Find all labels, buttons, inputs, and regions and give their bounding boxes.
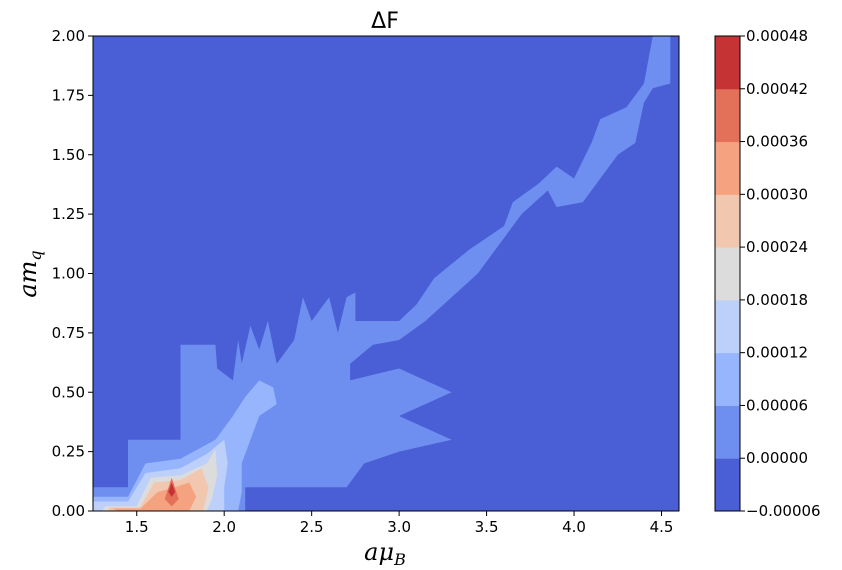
- colorbar: −0.00006 0.00000 0.00006 0.00012 0.00018 0.00…: [714, 27, 821, 520]
- chart-title: ΔF: [371, 9, 399, 34]
- x-axis-label: aμB: [364, 538, 406, 569]
- y-axis: 0.00 0.25 0.50 0.75 1.00 1.25 1.50 1.75 2.00: [52, 27, 93, 520]
- contour-region-level-1: [93, 36, 671, 511]
- x-tick-label: 4.0: [562, 518, 586, 536]
- contour-region-level-8: [168, 482, 176, 497]
- colorbar-frame: [714, 35, 741, 512]
- colorbar-band: [715, 88, 740, 143]
- colorbar-tick-label: 0.00030: [746, 185, 808, 203]
- x-tick-label: 2.0: [212, 518, 236, 536]
- colorbar-band: [715, 458, 740, 512]
- x-tick-label: 1.5: [125, 518, 149, 536]
- colorbar-tick-label: 0.00042: [746, 80, 808, 98]
- y-tick-label: 0.75: [52, 324, 85, 342]
- colorbar-band: [715, 141, 740, 195]
- colorbar-band: [715, 405, 740, 459]
- colorbar-tick-label: 0.00048: [746, 27, 808, 45]
- x-tick-label: 3.5: [475, 518, 499, 536]
- contour-region-level-2: [93, 380, 277, 511]
- plot-area: [92, 35, 680, 512]
- y-tick-label: 1.75: [52, 86, 85, 104]
- y-tick-label: 0.00: [52, 502, 85, 520]
- y-tick-label: 0.25: [52, 443, 85, 461]
- colorbar-tick-label: 0.00012: [746, 344, 808, 362]
- colorbar-band: [715, 247, 740, 301]
- colorbar-tick-label: −0.00006: [746, 502, 821, 520]
- x-tick-label: 3.0: [387, 518, 411, 536]
- y-tick-label: 1.25: [52, 205, 85, 223]
- x-axis: 1.5 2.0 2.5 3.0 3.5 4.0 4.5: [125, 511, 674, 536]
- colorbar-tick-label: 0.00000: [746, 449, 808, 467]
- y-tick-label: 2.00: [52, 27, 85, 45]
- y-tick-label: 1.50: [52, 146, 85, 164]
- colorbar-band: [715, 194, 740, 248]
- colorbar-tick-label: 0.00036: [746, 133, 808, 151]
- y-tick-label: 1.00: [52, 265, 85, 283]
- colorbar-tick-label: 0.00018: [746, 291, 808, 309]
- y-tick-label: 0.50: [52, 383, 85, 401]
- colorbar-tick-label: 0.00024: [746, 238, 808, 256]
- colorbar-tick-label: 0.00006: [746, 396, 808, 414]
- colorbar-band: [715, 299, 740, 354]
- colorbar-band: [715, 36, 740, 90]
- x-tick-label: 4.5: [650, 518, 674, 536]
- colorbar-band: [715, 352, 740, 406]
- x-tick-label: 2.5: [300, 518, 324, 536]
- y-axis-label: amq: [14, 250, 45, 297]
